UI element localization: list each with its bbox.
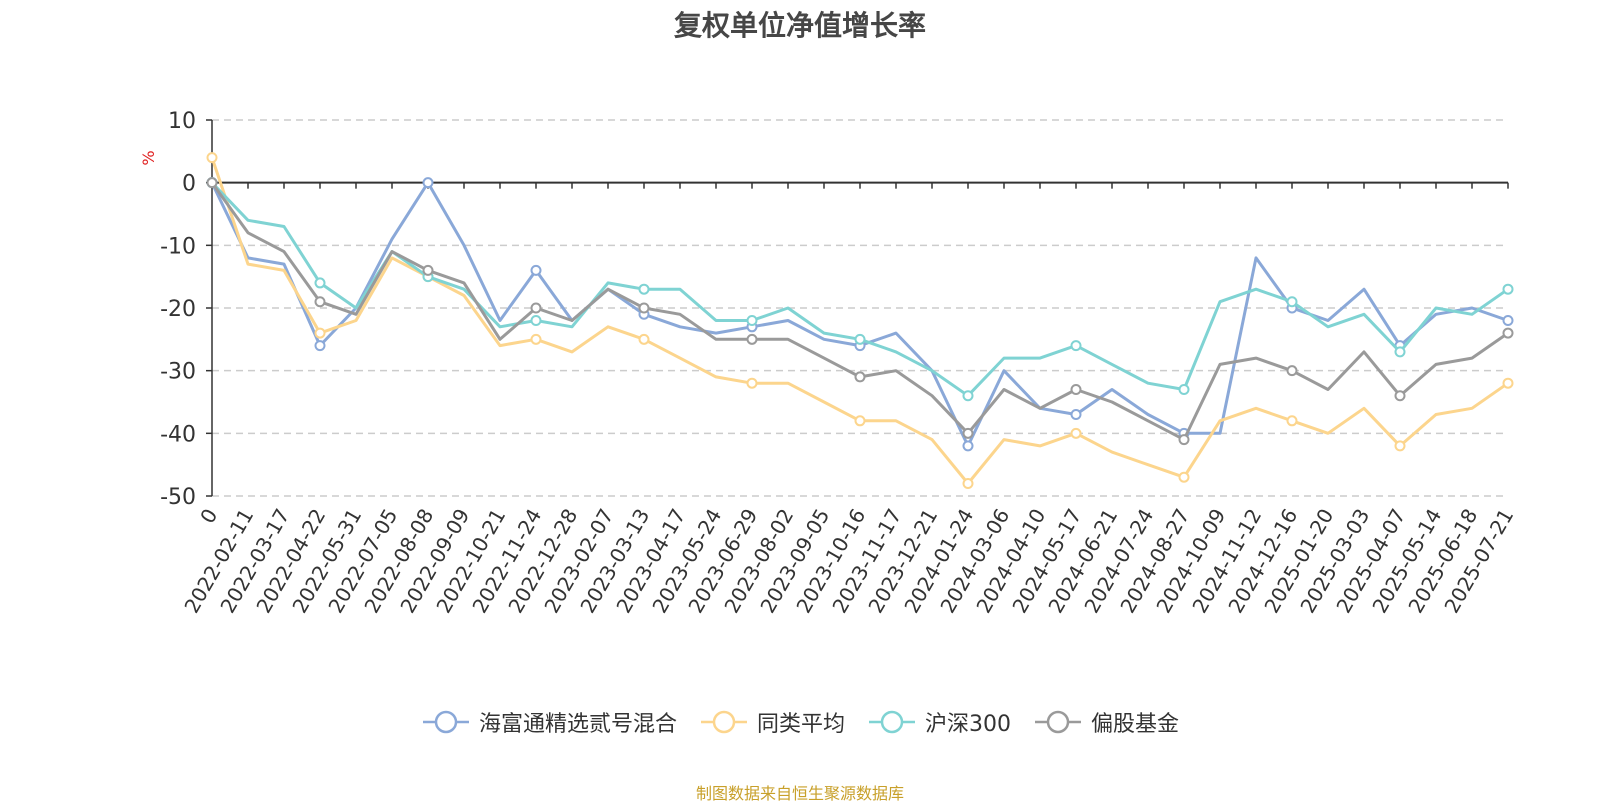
series-point: [530, 302, 542, 314]
legend-label: 同类平均: [756, 712, 845, 737]
series-point: [638, 333, 650, 345]
series-point: [1070, 340, 1082, 352]
y-tick-label: -30: [160, 360, 196, 385]
series-point: [422, 177, 434, 189]
series-point: [746, 315, 758, 327]
series-point: [1502, 315, 1514, 327]
y-tick-label: 10: [168, 109, 196, 134]
series-point: [422, 264, 434, 276]
series-point: [314, 327, 326, 339]
source-note: 制图数据来自恒生聚源数据库: [695, 784, 904, 803]
series-point: [1070, 427, 1082, 439]
axis-layer: 100-10-20-30-40-50%02022-02-112022-03-17…: [139, 109, 1518, 617]
legend-item[interactable]: 沪深300: [867, 706, 1011, 738]
series-point: [1394, 390, 1406, 402]
series-point: [746, 377, 758, 389]
series-point: [530, 333, 542, 345]
series-point: [854, 371, 866, 383]
series-point: [1502, 327, 1514, 339]
y-tick-label: -50: [160, 485, 196, 510]
series-point: [962, 390, 974, 402]
grid-layer: [212, 119, 1508, 497]
legend-item[interactable]: 同类平均: [699, 706, 845, 738]
series-point: [854, 415, 866, 427]
series-point: [1286, 415, 1298, 427]
legend: 海富通精选贰号混合 同类平均 沪深300 偏股基金: [0, 706, 1600, 738]
series-layer: [206, 152, 1514, 489]
series-line: [210, 181, 1510, 442]
legend-marker-icon: [869, 710, 915, 734]
chart-title: 复权单位净值增长率: [673, 9, 926, 42]
series-point: [1286, 365, 1298, 377]
series-point: [1178, 434, 1190, 446]
series-point: [206, 152, 218, 164]
series-point: [314, 277, 326, 289]
legend-label: 沪深300: [925, 712, 1011, 737]
legend-item[interactable]: 海富通精选贰号混合: [421, 706, 677, 738]
legend-label: 海富通精选贰号混合: [478, 712, 677, 737]
series-point: [1394, 440, 1406, 452]
series-point: [530, 264, 542, 276]
x-tick-label: 0: [195, 505, 222, 528]
series-point: [1070, 409, 1082, 421]
series-point: [1286, 296, 1298, 308]
y-tick-label: -40: [160, 422, 196, 447]
legend-item[interactable]: 偏股基金: [1033, 706, 1179, 738]
y-tick-label: -10: [160, 234, 196, 259]
y-tick-label: 0: [182, 172, 196, 197]
series-point: [530, 315, 542, 327]
chart-canvas: 100-10-20-30-40-50%02022-02-112022-03-17…: [139, 109, 1518, 617]
series-point: [638, 302, 650, 314]
series-point: [1502, 377, 1514, 389]
series-point: [1178, 383, 1190, 395]
legend-marker-icon: [422, 710, 469, 734]
series-point: [314, 296, 326, 308]
legend-label: 偏股基金: [1091, 712, 1180, 737]
series-point: [1502, 283, 1514, 295]
legend-marker-icon: [1035, 710, 1081, 734]
series-line: [210, 181, 1510, 448]
series-point: [206, 177, 218, 189]
series-line: [210, 156, 1510, 485]
series-point: [314, 340, 326, 352]
legend-marker-icon: [700, 710, 747, 734]
series-point: [962, 477, 974, 489]
series-point: [638, 283, 650, 295]
series-point: [746, 333, 758, 345]
series-point: [1070, 383, 1082, 395]
y-axis-label: %: [139, 150, 158, 165]
series-point: [1178, 471, 1190, 483]
series-point: [962, 427, 974, 439]
series-point: [1394, 346, 1406, 358]
series-point: [962, 440, 974, 452]
y-tick-label: -20: [160, 297, 196, 322]
series-point: [854, 333, 866, 345]
